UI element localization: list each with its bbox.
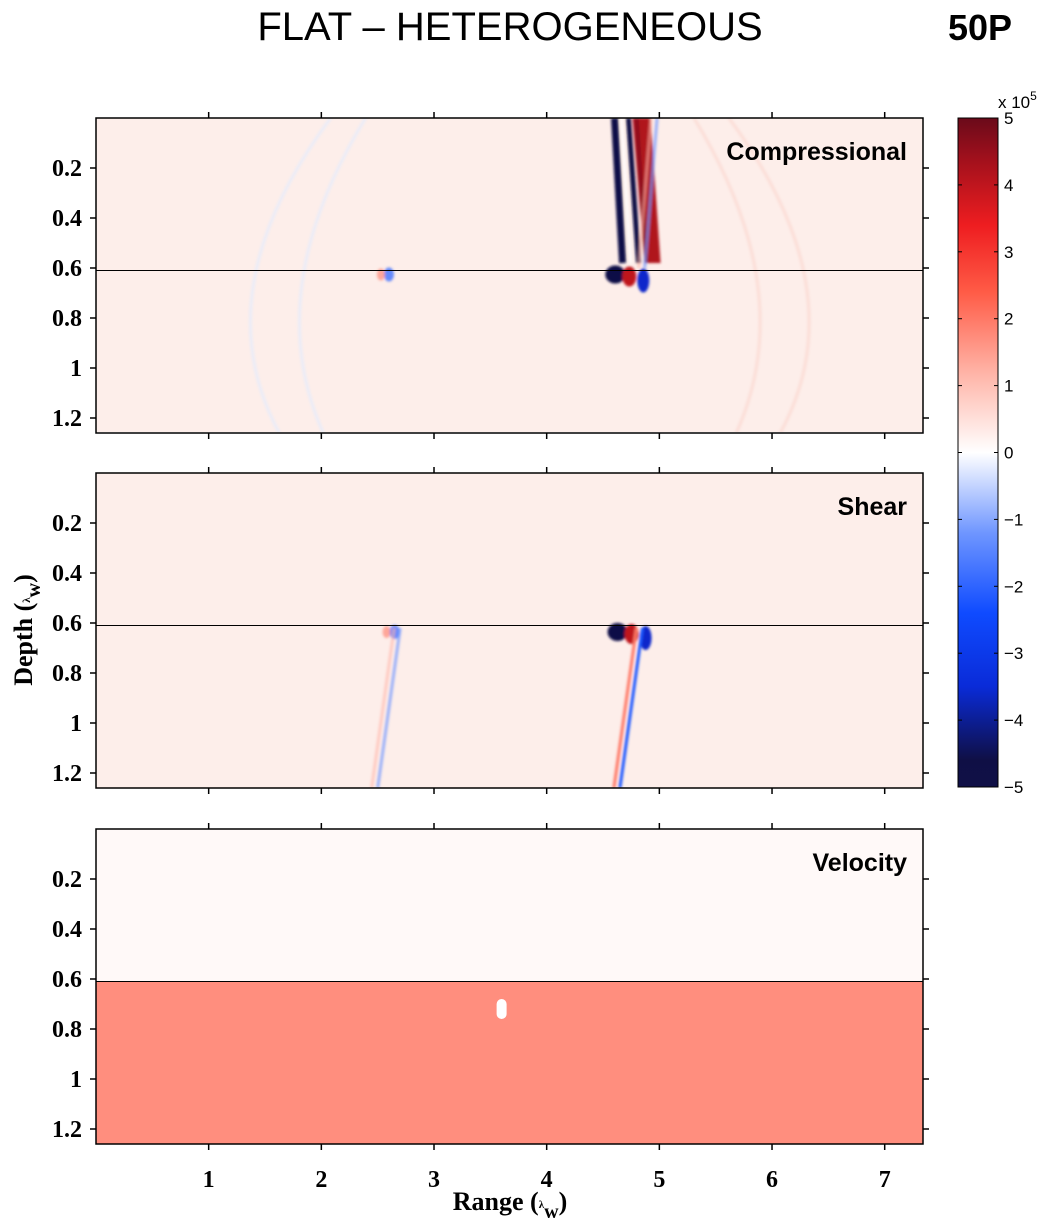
velocity-inclusion	[496, 999, 507, 1019]
y-tick-label: 1.2	[52, 761, 82, 787]
scatter-weak	[382, 626, 391, 638]
colorbar-tick-label: −4	[1004, 711, 1023, 730]
colorbar-scale: x 105	[998, 89, 1037, 112]
y-tick-label: 0.2	[52, 511, 82, 537]
wavefront-faint	[370, 627, 396, 788]
scatter-negative	[637, 268, 650, 293]
y-tick-label: 0.6	[52, 611, 82, 637]
colorbar-tick-label: 2	[1004, 310, 1013, 329]
wavefront-faint	[643, 118, 659, 269]
wavefront-positive	[634, 118, 649, 264]
x-tick-label: 2	[315, 1167, 327, 1193]
wavefront-thin	[618, 627, 644, 788]
panel-frame	[95, 117, 924, 434]
scatter-negative	[607, 623, 628, 641]
y-tick-label: 1.2	[52, 1117, 82, 1143]
x-tick-label: 3	[428, 1167, 440, 1193]
y-tick-label: 0.6	[52, 967, 82, 993]
x-tick-label: 1	[203, 1167, 215, 1193]
y-tick-label: 0.2	[52, 867, 82, 893]
wavefront-negative	[626, 118, 642, 264]
colorbar-gradient	[957, 117, 999, 788]
wavefront-negative	[611, 118, 627, 264]
faint-arc	[297, 118, 367, 432]
velocity-lower-layer	[96, 981, 923, 1144]
panel-frame	[95, 472, 924, 789]
scatter-positive	[622, 266, 637, 287]
y-axis-label: Depth (λw)	[9, 574, 45, 686]
colorbar-tick-label: −1	[1004, 510, 1023, 529]
colorbar-tick-label: −5	[1004, 778, 1023, 797]
panels: 0.20.40.60.811.2Compressional0.20.40.60.…	[52, 112, 929, 1150]
colorbar-tick-label: 0	[1004, 444, 1013, 463]
x-tick-label: 6	[766, 1167, 778, 1193]
wavefront-faint	[376, 627, 402, 788]
y-tick-label: 0.8	[52, 661, 82, 687]
x-tick-label: 5	[653, 1167, 665, 1193]
panel-label: Shear	[838, 493, 908, 521]
y-tick-label: 1	[70, 1067, 82, 1093]
x-tick-label: 7	[879, 1167, 891, 1193]
faint-arc	[248, 118, 332, 432]
y-tick-label: 0.8	[52, 306, 82, 332]
y-tick-label: 0.4	[52, 917, 82, 943]
wave-features	[248, 118, 811, 432]
y-tick-label: 0.4	[52, 561, 82, 587]
colorbar-tick-label: 3	[1004, 243, 1013, 262]
faint-arc	[727, 118, 811, 432]
velocity-upper-layer	[96, 829, 923, 982]
axis-labels: 1 2 3 4 5 6 7 Range (λw) Depth (λw)	[9, 574, 891, 1223]
figure-title: FLAT – HETEROGENEOUS	[257, 5, 762, 49]
panel-background	[96, 473, 923, 788]
colorbar-tick-label: −3	[1004, 644, 1023, 663]
panel-label: Velocity	[813, 849, 908, 877]
panel-field	[96, 473, 923, 788]
scatter-weak	[383, 267, 394, 282]
x-axis-label: Range (λw)	[453, 1187, 567, 1223]
y-tick-label: 1.2	[52, 406, 82, 432]
panel-frame	[95, 828, 924, 1145]
y-tick-label: 0.4	[52, 206, 82, 232]
colorbar: −5 −4 −3 −2 −1 0 1 2 3 4 5x 105	[957, 89, 1037, 797]
panel-velocity: 0.2 0.4 0.6 0.8 1 1.2 Velocity	[52, 823, 929, 1150]
y-tick-label: 0.2	[52, 156, 82, 182]
panel-background	[96, 118, 923, 432]
colorbar-tick-label: 4	[1004, 176, 1013, 195]
wavefront-gap	[620, 118, 632, 264]
wavefront-thin	[612, 627, 638, 788]
panel-compressional: 0.2 0.4 0.6 0.8 1 1.2 Compressional	[52, 112, 929, 439]
panel-field	[96, 829, 923, 1144]
wavefront-faint	[637, 118, 653, 269]
panel-field	[96, 118, 923, 432]
panel-label: Compressional	[726, 138, 907, 166]
panel-shear: 0.2 0.4 0.6 0.8 1 1.2 Shear	[52, 467, 929, 794]
y-tick-label: 0.6	[52, 256, 82, 282]
colorbar-tick-label: 1	[1004, 377, 1013, 396]
wave-features	[370, 623, 652, 788]
scatter-negative	[605, 265, 626, 284]
colorbar-tick-label: −2	[1004, 577, 1023, 596]
y-tick-label: 0.8	[52, 1017, 82, 1043]
figure-tag: 50P	[948, 7, 1012, 48]
scatter-weak	[376, 268, 385, 281]
y-tick-label: 1	[70, 711, 82, 737]
y-tick-label: 1	[70, 356, 82, 382]
x-tick-label: 4	[541, 1167, 553, 1193]
faint-arc	[692, 118, 762, 432]
colorbar-tick-label: 5	[1004, 109, 1013, 128]
